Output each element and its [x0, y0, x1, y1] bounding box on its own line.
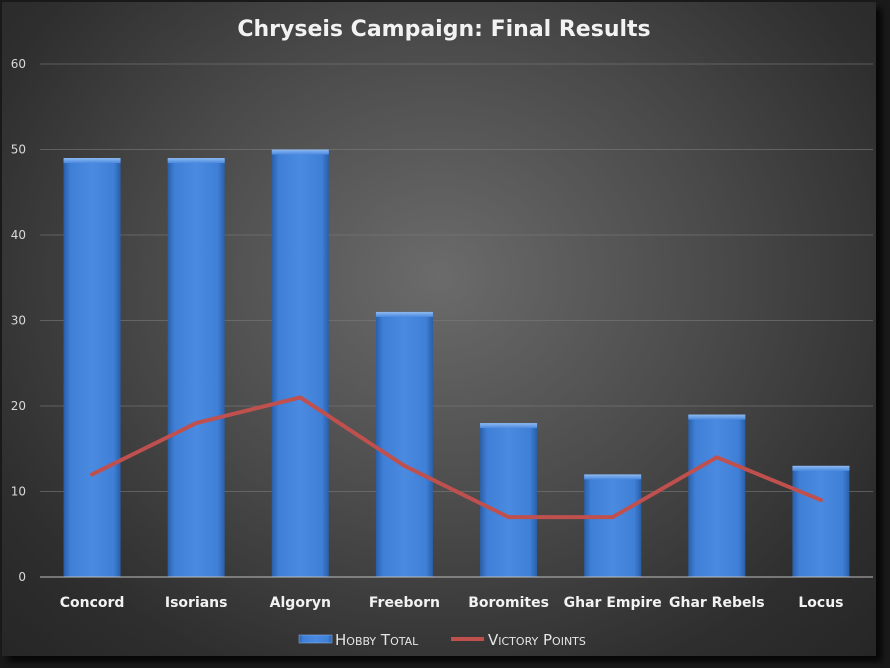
legend-item-victory-points: Victory Points	[451, 631, 586, 649]
gridlines	[40, 63, 873, 492]
bar-algoryn	[271, 149, 329, 577]
x-tick-label-algoryn: Algoryn	[270, 595, 331, 611]
line-victory-points	[90, 395, 823, 520]
y-tick-label-40: 40	[11, 228, 26, 242]
x-tick-label-isorians: Isorians	[165, 595, 228, 611]
bar-freeborn	[375, 311, 433, 577]
bar-boromites	[480, 423, 538, 577]
x-tick-label-ghar-empire: Ghar Empire	[564, 595, 662, 611]
legend: Hobby Total Victory Points	[298, 631, 586, 649]
bar-concord	[63, 158, 121, 578]
y-tick-label-20: 20	[11, 399, 26, 413]
bar-top-highlight	[167, 158, 225, 164]
y-tick-label-30: 30	[11, 314, 26, 328]
legend-swatch-hobby-total	[298, 634, 333, 644]
bar-top-highlight	[792, 465, 850, 471]
chart-svg: Chryseis Campaign: Final Results 0 10 20 30…	[11, 17, 873, 649]
chart-area: Chryseis Campaign: Final Results 0 10 20 30…	[2, 2, 876, 656]
bar-ghar-rebels	[688, 414, 746, 577]
x-tick-label-locus: Locus	[798, 595, 843, 611]
y-tick-label-60: 60	[11, 57, 26, 71]
series-line-victory-points	[90, 395, 823, 520]
bar-top-highlight	[688, 414, 746, 420]
bar-top-highlight	[584, 474, 642, 480]
legend-item-hobby-total: Hobby Total	[298, 631, 419, 649]
x-axis-ticks: Concord Isorians Algoryn Freeborn Boromites G…	[60, 595, 844, 611]
y-tick-label-10: 10	[11, 485, 26, 499]
bar-top-highlight	[63, 158, 121, 164]
x-tick-label-freeborn: Freeborn	[369, 595, 440, 611]
x-tick-label-ghar-rebels: Ghar Rebels	[669, 595, 765, 611]
legend-label-hobby-total: Hobby Total	[335, 631, 419, 649]
bar-top-highlight	[271, 149, 329, 155]
y-tick-label-50: 50	[11, 143, 26, 157]
bar-top-highlight	[480, 423, 538, 429]
x-tick-label-boromites: Boromites	[468, 595, 549, 611]
bars-hobby-total	[63, 149, 850, 578]
y-axis-ticks: 0 10 20 30 40 50 60	[11, 57, 26, 584]
bar-locus	[792, 465, 850, 577]
legend-label-victory-points: Victory Points	[488, 631, 586, 649]
y-tick-label-0: 0	[18, 570, 26, 584]
bar-top-highlight	[375, 311, 433, 317]
x-tick-label-concord: Concord	[60, 595, 125, 611]
bar-isorians	[167, 158, 225, 578]
bar-ghar-empire	[584, 474, 642, 577]
chart-title: Chryseis Campaign: Final Results	[237, 17, 650, 42]
